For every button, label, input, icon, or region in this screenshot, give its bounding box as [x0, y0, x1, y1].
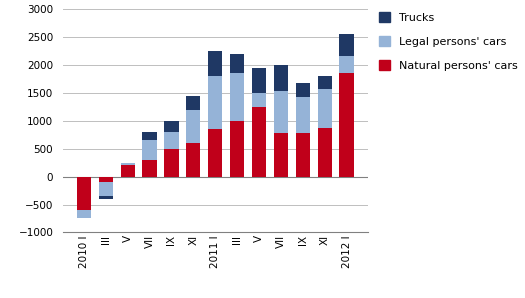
Bar	[296, 97, 310, 133]
Bar	[121, 165, 135, 176]
Bar	[99, 196, 113, 199]
Bar	[296, 133, 310, 176]
Bar	[230, 121, 244, 176]
Bar	[77, 176, 91, 210]
Bar	[99, 182, 113, 196]
Bar	[142, 140, 157, 160]
Bar	[340, 34, 354, 56]
Bar	[318, 76, 332, 89]
Bar	[186, 96, 201, 110]
Bar	[252, 68, 266, 93]
Bar	[99, 176, 113, 182]
Bar	[164, 121, 178, 132]
Bar	[142, 160, 157, 176]
Bar	[318, 128, 332, 176]
Bar	[186, 143, 201, 176]
Bar	[274, 133, 288, 176]
Bar	[340, 56, 354, 73]
Bar	[208, 76, 223, 129]
Bar	[274, 65, 288, 91]
Bar	[230, 54, 244, 73]
Bar	[318, 89, 332, 128]
Bar	[121, 163, 135, 165]
Bar	[164, 132, 178, 149]
Bar	[296, 83, 310, 97]
Bar	[164, 149, 178, 176]
Bar	[77, 210, 91, 218]
Bar	[208, 129, 223, 176]
Bar	[208, 51, 223, 76]
Bar	[252, 107, 266, 176]
Bar	[252, 93, 266, 107]
Legend: Trucks, Legal persons' cars, Natural persons' cars: Trucks, Legal persons' cars, Natural per…	[379, 12, 518, 71]
Bar	[230, 73, 244, 121]
Bar	[274, 91, 288, 133]
Bar	[142, 132, 157, 140]
Bar	[186, 110, 201, 143]
Bar	[340, 73, 354, 176]
